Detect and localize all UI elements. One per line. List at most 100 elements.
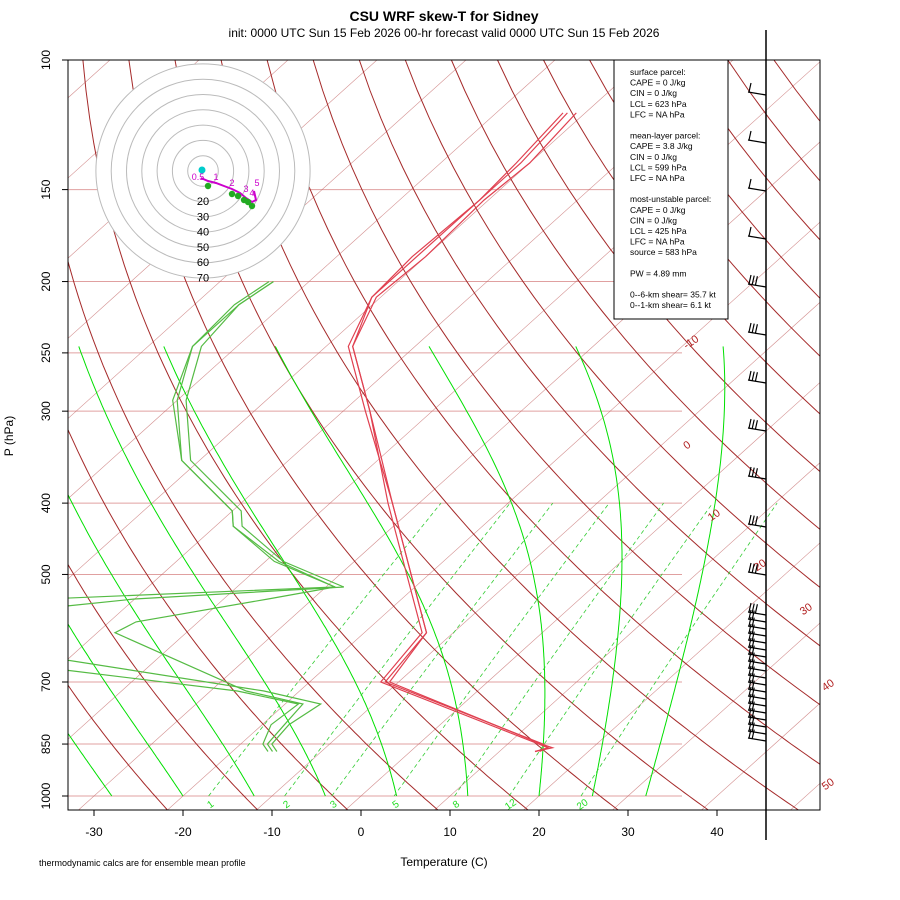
stats-line: 0--6-km shear= 35.7 kt [630,290,716,300]
hodograph: 20 30 40 50 60 70 0.5 1 23 45 [95,63,311,285]
hodograph-point-label: 5 [254,178,259,188]
wind-barb-flag [748,82,752,93]
wind-barb-flag [748,274,752,285]
wind-barb-flag [751,419,755,429]
wind-barb-flag [751,645,755,655]
hodograph-ring-label: 50 [197,242,209,254]
wind-barb-shaft [747,523,767,528]
mixing-ratio-line [208,502,442,797]
wind-barb-flag [754,516,758,526]
hodograph-marker [240,196,248,204]
wind-barb-flag [754,276,758,286]
wind-barb-shaft [747,283,767,288]
wind-barb-shaft [747,379,767,384]
wind-barb-flag [751,610,755,620]
hodograph-ring [126,94,280,248]
moist-adiabat-line [68,623,184,797]
wind-barb-flag [751,659,755,669]
stats-line: CAPE = 0 J/kg [630,78,686,88]
stats-line: source = 583 hPa [630,247,697,257]
wind-barb [747,130,767,144]
dry-adiabat-line [885,26,900,811]
x-tick-label: 20 [532,825,546,839]
x-tick-label: -20 [174,825,192,839]
wind-barb-flag [754,372,758,382]
wind-barb-shaft [747,331,767,336]
chart-title: CSU WRF skew-T for Sidney [349,8,538,24]
y-tick-label: 700 [39,672,53,692]
x-tick-label: 10 [443,825,457,839]
stats-line: LCL = 623 hPa [630,99,687,109]
dry-adiabat-line [220,60,800,810]
y-tick-label: 400 [39,493,53,513]
wind-barb-flag [751,515,755,525]
wind-barb-flag [754,564,758,574]
isotherm-line [256,301,820,810]
wind-barb-flag [748,658,752,669]
wind-barb-shaft [747,187,767,192]
wind-barb-flag [751,617,755,627]
wind-barb-flag [751,694,755,704]
dry-adiabat-line [68,684,169,810]
dry-adiabat-line [496,60,820,473]
wind-barb [747,322,767,336]
wind-barb-shaft [747,235,767,240]
wind-barb-flag [751,666,755,676]
hodograph-marker [248,202,256,210]
stats-line: CIN = 0 J/kg [630,215,677,225]
plot-area [68,26,900,811]
wind-barb-flag [751,687,755,697]
hodograph-ring [187,155,219,187]
x-tick-label: 40 [710,825,724,839]
isotherm-label: 30 [798,601,815,618]
x-axis-label: Temperature (C) [400,855,487,869]
dry-adiabat-line [68,428,349,810]
y-tick-label: 250 [39,343,53,363]
wind-barb-flag [748,616,752,627]
hodograph-ring-label: 20 [197,196,209,208]
isotherm-line [68,60,467,419]
wind-barb-flag [751,624,755,634]
wind-barb-flag [748,602,752,613]
hodograph-point-label: 4 [249,188,254,198]
hodograph-trace [200,177,258,204]
isotherm-line [167,221,820,810]
stats-line: most-unstable parcel: [630,194,711,204]
stats-line: mean-layer parcel: [630,131,700,141]
mixing-ratio-line [284,502,511,797]
mixing-ratio-label: 3 [328,799,339,811]
isotherm-line [612,622,820,810]
isotherm-label: 10 [706,507,723,524]
wind-barb-flag [748,609,752,620]
wind-barb [747,562,767,576]
wind-barb-flag [748,644,752,655]
moist-adiabat-line [163,346,398,797]
wind-barb-flag [748,623,752,634]
stats-line: LFC = NA hPa [630,237,685,247]
hodograph-ring-label: 40 [197,227,209,239]
dry-adiabat-line [404,60,820,589]
wind-barb-flag [748,672,752,683]
dry-adiabat-line [82,60,529,810]
stats-line: LCL = 425 hPa [630,226,687,236]
dewpoint-profile-line [68,281,345,752]
y-tick-label: 200 [39,271,53,291]
wind-barb-shaft [747,737,767,742]
hodograph-surface-marker [198,166,206,174]
y-tick-label: 100 [39,50,53,70]
isotherm-line [68,60,556,500]
hodograph-point-label: 1 [213,172,218,182]
dry-adiabat-line [128,60,619,810]
temperature-profile-line [352,112,568,753]
wind-barb-flag [751,701,755,711]
wind-barb-flag [751,371,755,381]
sounding-profiles [68,112,577,753]
dry-adiabat-line [358,60,820,647]
x-axis-ticks: -30 -20 -10 0 10 20 30 40 [85,810,724,839]
wind-barb-flag [751,652,755,662]
isotherm-line [68,60,200,179]
wind-barb-flag [748,637,752,648]
